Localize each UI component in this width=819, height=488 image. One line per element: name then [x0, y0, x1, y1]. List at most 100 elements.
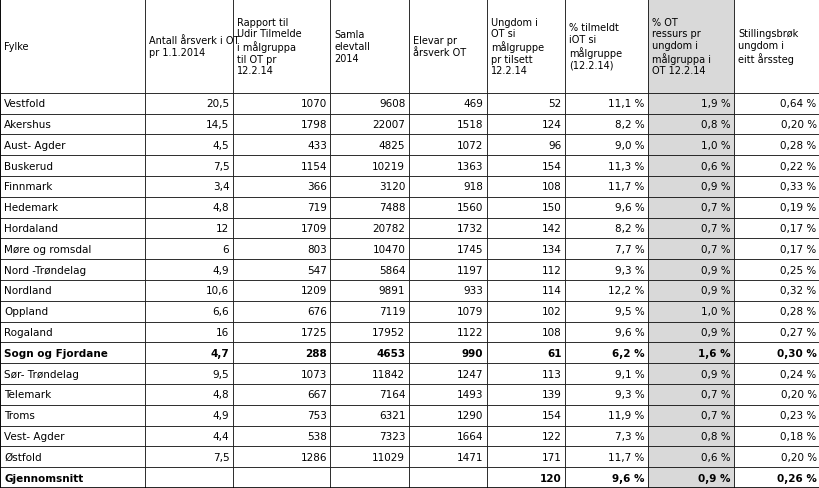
Text: 9,3 %: 9,3 % — [614, 389, 644, 400]
Bar — [647, 218, 733, 239]
Bar — [564, 426, 647, 447]
Bar — [144, 384, 233, 405]
Bar — [408, 218, 486, 239]
Bar — [647, 135, 733, 156]
Bar — [0, 218, 144, 239]
Bar — [564, 94, 647, 115]
Bar — [733, 426, 819, 447]
Bar — [647, 426, 733, 447]
Bar — [408, 198, 486, 218]
Text: 719: 719 — [307, 203, 327, 213]
Bar — [144, 260, 233, 281]
Text: Vestfold: Vestfold — [4, 99, 46, 109]
Text: 0,9 %: 0,9 % — [700, 327, 730, 337]
Bar — [733, 343, 819, 364]
Text: 20,5: 20,5 — [206, 99, 229, 109]
Bar — [564, 447, 647, 467]
Bar — [647, 115, 733, 135]
Bar — [0, 260, 144, 281]
Text: Vest- Agder: Vest- Agder — [4, 431, 65, 441]
Text: 120: 120 — [539, 473, 561, 483]
Bar — [564, 0, 647, 94]
Text: 676: 676 — [307, 306, 327, 317]
Text: 0,7 %: 0,7 % — [700, 224, 730, 234]
Bar — [647, 447, 733, 467]
Text: 0,64 %: 0,64 % — [780, 99, 816, 109]
Bar — [733, 301, 819, 322]
Bar — [486, 405, 564, 426]
Bar — [0, 135, 144, 156]
Text: 4,9: 4,9 — [212, 410, 229, 420]
Text: 6: 6 — [223, 244, 229, 254]
Bar — [233, 384, 330, 405]
Text: 0,23 %: 0,23 % — [780, 410, 816, 420]
Text: 0,30 %: 0,30 % — [776, 348, 816, 358]
Text: 0,25 %: 0,25 % — [780, 265, 816, 275]
Bar — [564, 239, 647, 260]
Bar — [233, 301, 330, 322]
Bar — [233, 0, 330, 94]
Bar — [144, 426, 233, 447]
Bar — [330, 467, 408, 488]
Text: 14,5: 14,5 — [206, 120, 229, 130]
Text: % OT
ressurs pr
ungdom i
målgruppa i
OT 12.2.14: % OT ressurs pr ungdom i målgruppa i OT … — [651, 18, 710, 76]
Text: Ungdom i
OT si
målgruppe
pr tilsett
12.2.14: Ungdom i OT si målgruppe pr tilsett 12.2… — [491, 18, 543, 76]
Bar — [144, 115, 233, 135]
Text: 469: 469 — [463, 99, 483, 109]
Text: Sogn og Fjordane: Sogn og Fjordane — [4, 348, 108, 358]
Bar — [0, 281, 144, 301]
Bar — [0, 177, 144, 198]
Text: 1290: 1290 — [456, 410, 483, 420]
Bar — [564, 177, 647, 198]
Bar — [647, 156, 733, 177]
Bar — [733, 384, 819, 405]
Text: Stillingsbrøk
ungdom i
eitt årssteg: Stillingsbrøk ungdom i eitt årssteg — [737, 29, 798, 64]
Text: 102: 102 — [541, 306, 561, 317]
Bar — [486, 94, 564, 115]
Bar — [408, 426, 486, 447]
Bar — [144, 467, 233, 488]
Text: 547: 547 — [307, 265, 327, 275]
Bar — [486, 447, 564, 467]
Bar — [0, 198, 144, 218]
Text: 139: 139 — [541, 389, 561, 400]
Text: 8,2 %: 8,2 % — [614, 120, 644, 130]
Bar — [486, 301, 564, 322]
Bar — [0, 0, 144, 94]
Bar — [564, 135, 647, 156]
Bar — [233, 115, 330, 135]
Text: 667: 667 — [307, 389, 327, 400]
Text: 990: 990 — [461, 348, 483, 358]
Text: 171: 171 — [541, 452, 561, 462]
Text: 366: 366 — [307, 182, 327, 192]
Bar — [233, 322, 330, 343]
Text: 6,2 %: 6,2 % — [611, 348, 644, 358]
Text: Rapport til
Udir Tilmelde
i målgruppa
til OT pr
12.2.14: Rapport til Udir Tilmelde i målgruppa ti… — [237, 18, 301, 76]
Text: % tilmeldt
iOT si
målgruppe
(12.2.14): % tilmeldt iOT si målgruppe (12.2.14) — [568, 23, 622, 70]
Bar — [330, 218, 408, 239]
Text: 11,7 %: 11,7 % — [608, 182, 644, 192]
Bar — [330, 177, 408, 198]
Bar — [733, 156, 819, 177]
Bar — [144, 447, 233, 467]
Text: 61: 61 — [546, 348, 561, 358]
Bar — [330, 115, 408, 135]
Bar — [330, 135, 408, 156]
Bar — [564, 198, 647, 218]
Bar — [0, 364, 144, 384]
Text: 11842: 11842 — [372, 369, 405, 379]
Bar — [733, 281, 819, 301]
Bar — [408, 364, 486, 384]
Text: Finnmark: Finnmark — [4, 182, 52, 192]
Bar — [564, 156, 647, 177]
Bar — [0, 301, 144, 322]
Bar — [144, 322, 233, 343]
Text: 753: 753 — [307, 410, 327, 420]
Text: 0,7 %: 0,7 % — [700, 203, 730, 213]
Text: 0,22 %: 0,22 % — [780, 162, 816, 171]
Bar — [647, 94, 733, 115]
Text: 154: 154 — [541, 410, 561, 420]
Text: 9,1 %: 9,1 % — [614, 369, 644, 379]
Bar — [408, 447, 486, 467]
Text: 114: 114 — [541, 286, 561, 296]
